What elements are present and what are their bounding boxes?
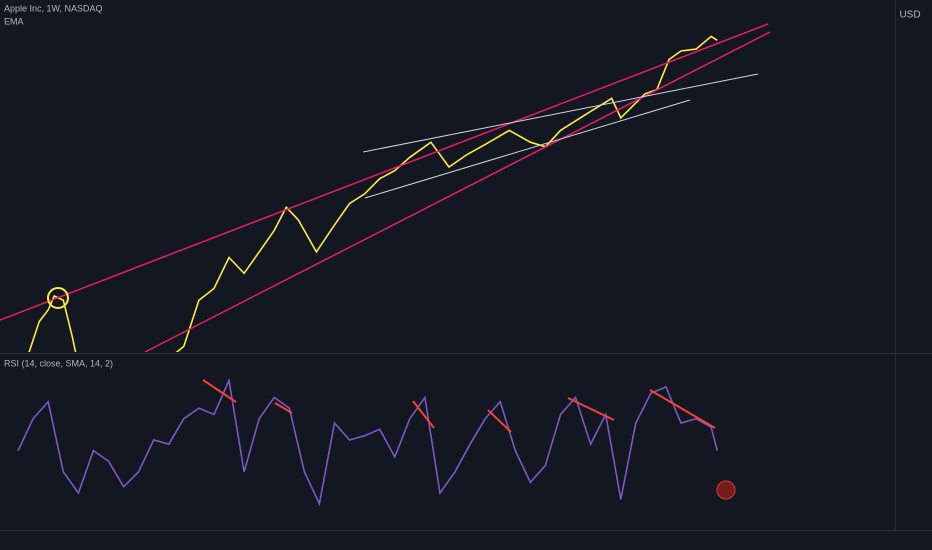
divergence-line [412,400,435,429]
trendline [144,31,771,352]
marker-dot [716,480,736,500]
chart-title: Apple Inc, 1W, NASDAQ [4,3,103,13]
rsi-line [17,377,718,507]
divergence-line [487,409,512,433]
highlight-circle [47,287,69,309]
currency-label: USD [899,10,920,21]
divergence-line [649,389,716,429]
drawings [0,23,771,352]
trendline [0,23,769,321]
indicator-label: EMA [4,16,24,26]
trendline [364,99,691,199]
rsi-title: RSI (14, close, SMA, 14, 2) [4,358,113,368]
trendline [362,73,759,153]
rsi-drawings [202,379,736,500]
divergence-line [567,397,615,421]
divergence-line [274,402,293,414]
price-line [28,35,718,352]
divergence-line [202,379,237,403]
